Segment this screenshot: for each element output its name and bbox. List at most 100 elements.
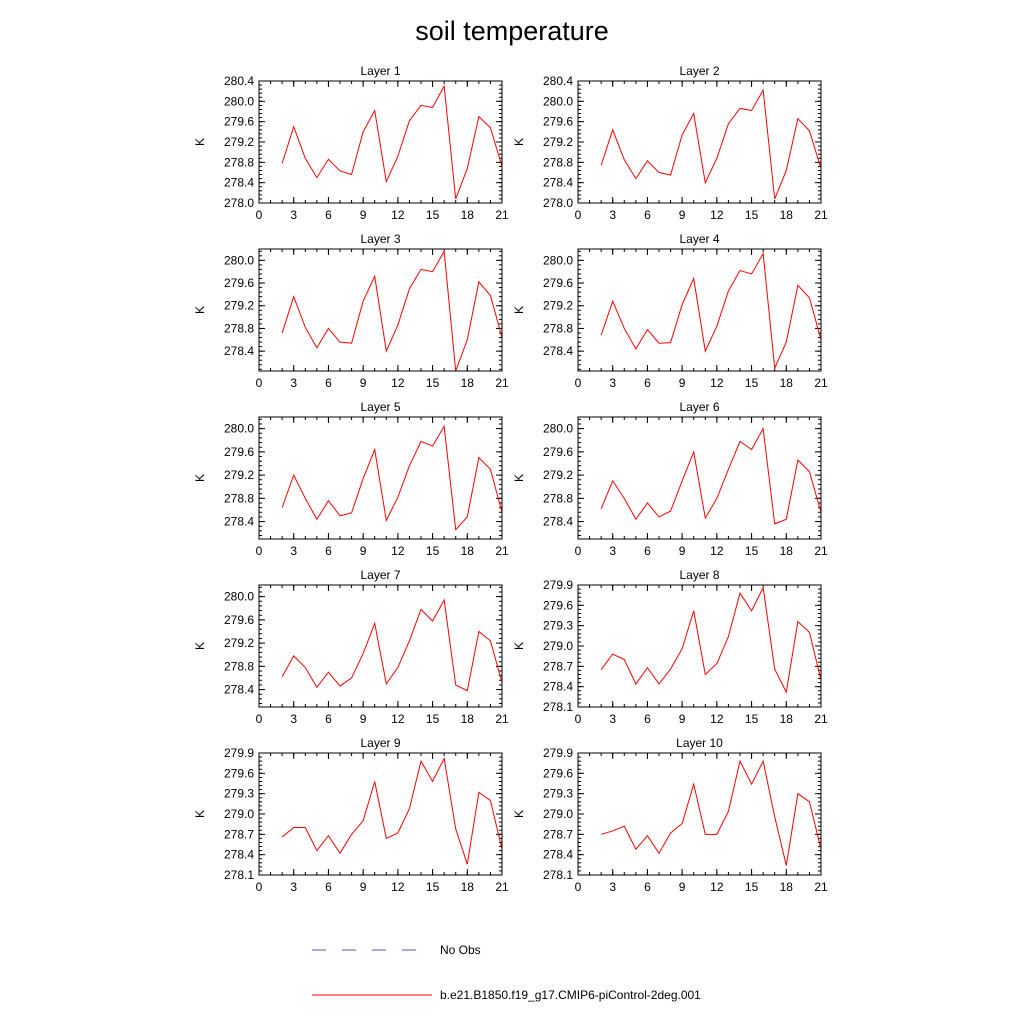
- panel-title: Layer 3: [360, 232, 400, 246]
- y-tick-label: 279.6: [543, 766, 573, 780]
- y-axis-label: K: [512, 138, 526, 146]
- y-tick-label: 280.0: [543, 94, 573, 108]
- x-tick-label: 0: [575, 712, 582, 726]
- y-tick-label: 278.1: [543, 700, 573, 714]
- x-tick-label: 12: [391, 712, 405, 726]
- x-tick-label: 0: [256, 544, 263, 558]
- plot-frame: [258, 416, 503, 540]
- series-line: [600, 759, 822, 866]
- x-tick-label: 15: [745, 544, 759, 558]
- x-tick-label: 12: [391, 880, 405, 894]
- x-tick-label: 21: [495, 712, 509, 726]
- x-tick-label: 9: [360, 712, 367, 726]
- y-tick-label: 279.6: [543, 598, 573, 612]
- panel-title: Layer 7: [360, 568, 400, 582]
- x-tick-label: 3: [609, 544, 616, 558]
- y-axis-label: K: [193, 642, 207, 650]
- y-axis-label: K: [512, 306, 526, 314]
- x-tick-label: 0: [256, 712, 263, 726]
- x-tick-label: 18: [461, 376, 475, 390]
- plot-frame: [577, 752, 822, 876]
- panel-title: Layer 2: [679, 64, 719, 78]
- panel-title: Layer 5: [360, 400, 400, 414]
- x-tick-label: 15: [426, 544, 440, 558]
- x-tick-label: 0: [575, 376, 582, 390]
- y-tick-label: 278.4: [543, 515, 573, 529]
- y-tick-label: 280.0: [543, 253, 573, 267]
- chart-panels: Layer 1 K 0 3 6 9 12 15 18 21 278.0 278.4 278.8 279.2…: [193, 64, 828, 894]
- y-tick-label: 279.2: [224, 636, 254, 650]
- y-tick-label: 279.3: [543, 619, 573, 633]
- x-tick-label: 6: [325, 880, 332, 894]
- x-tick-label: 15: [426, 880, 440, 894]
- x-tick-label: 3: [290, 208, 297, 222]
- plot-frame: [577, 248, 822, 372]
- series-line: [281, 424, 503, 531]
- panel-title: Layer 10: [676, 736, 723, 750]
- y-tick-label: 279.2: [224, 135, 254, 149]
- y-tick-label: 279.9: [543, 746, 573, 760]
- x-tick-label: 21: [814, 544, 828, 558]
- x-tick-label: 18: [780, 544, 794, 558]
- x-tick-label: 9: [679, 376, 686, 390]
- legend-label-no-obs: No Obs: [440, 943, 481, 957]
- x-tick-label: 0: [256, 376, 263, 390]
- y-tick-label: 279.6: [543, 115, 573, 129]
- x-tick-label: 6: [325, 544, 332, 558]
- x-tick-label: 3: [290, 544, 297, 558]
- panel-title: Layer 8: [679, 568, 719, 582]
- y-tick-label: 278.4: [224, 683, 254, 697]
- y-tick-label: 278.4: [543, 176, 573, 190]
- x-tick-label: 21: [814, 880, 828, 894]
- x-tick-label: 3: [609, 880, 616, 894]
- y-tick-label: 278.7: [224, 827, 254, 841]
- x-tick-label: 6: [644, 880, 651, 894]
- x-tick-label: 6: [325, 712, 332, 726]
- x-tick-label: 3: [290, 376, 297, 390]
- series-line: [600, 251, 822, 371]
- x-tick-label: 15: [745, 880, 759, 894]
- y-tick-label: 280.0: [224, 94, 254, 108]
- x-tick-label: 6: [644, 712, 651, 726]
- y-tick-label: 278.0: [224, 196, 254, 210]
- panel-layer-10: Layer 10 K 0 3 6 9 12 15 18 21 278.1 278.4 278.7 279.…: [512, 736, 828, 894]
- plot-frame: [577, 584, 822, 708]
- panel-layer-9: Layer 9 K 0 3 6 9 12 15 18 21 278.1 278.4 278.7 279.0…: [193, 736, 509, 894]
- x-tick-label: 21: [814, 208, 828, 222]
- y-tick-label: 280.0: [543, 422, 573, 436]
- x-tick-label: 6: [644, 376, 651, 390]
- y-tick-label: 278.8: [543, 155, 573, 169]
- x-tick-label: 15: [426, 712, 440, 726]
- series-line: [600, 88, 822, 200]
- plot-frame: [258, 80, 503, 204]
- series-line: [281, 249, 503, 372]
- y-axis-label: K: [193, 138, 207, 146]
- x-tick-label: 3: [290, 712, 297, 726]
- y-tick-label: 278.4: [224, 344, 254, 358]
- y-tick-label: 279.3: [543, 787, 573, 801]
- x-tick-label: 0: [575, 208, 582, 222]
- y-tick-label: 278.4: [543, 344, 573, 358]
- y-tick-label: 278.8: [543, 321, 573, 335]
- x-tick-label: 12: [710, 544, 724, 558]
- x-tick-label: 21: [814, 376, 828, 390]
- plot-frame: [258, 248, 503, 372]
- y-tick-label: 279.6: [224, 445, 254, 459]
- panel-title: Layer 1: [360, 64, 400, 78]
- series-line: [600, 586, 822, 694]
- series-line: [281, 84, 503, 200]
- y-tick-label: 278.8: [224, 321, 254, 335]
- x-tick-label: 12: [710, 376, 724, 390]
- x-tick-label: 9: [679, 712, 686, 726]
- series-line: [281, 756, 503, 865]
- x-tick-label: 0: [256, 880, 263, 894]
- legend-label-model: b.e21.B1850.f19_g17.CMIP6-piControl-2deg…: [440, 988, 701, 1002]
- y-tick-label: 279.2: [543, 468, 573, 482]
- x-tick-label: 15: [426, 208, 440, 222]
- plot-frame: [577, 416, 822, 540]
- y-tick-label: 279.9: [543, 578, 573, 592]
- x-tick-label: 9: [360, 208, 367, 222]
- x-tick-label: 9: [679, 208, 686, 222]
- y-axis-label: K: [193, 810, 207, 818]
